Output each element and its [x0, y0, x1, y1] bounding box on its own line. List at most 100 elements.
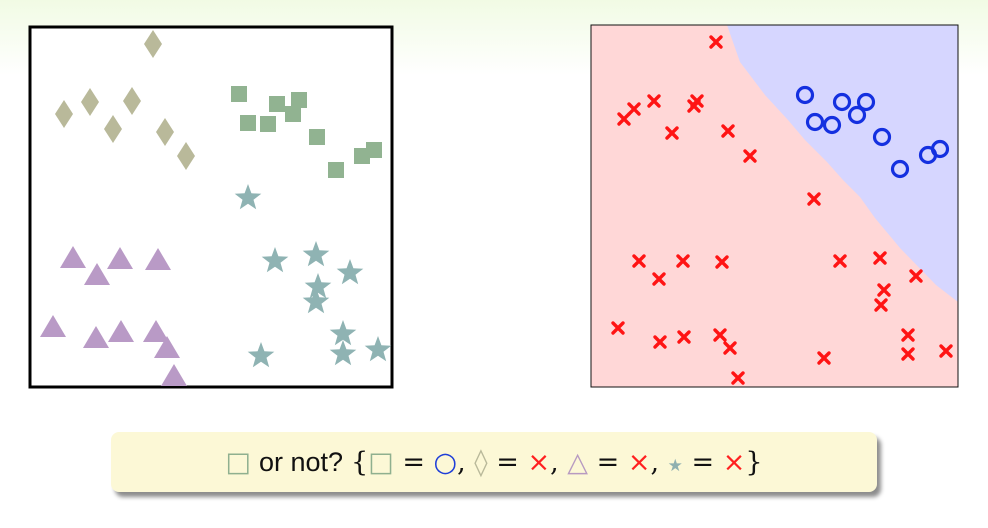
- square-point: [285, 106, 301, 122]
- cross-point: [723, 341, 737, 355]
- cross-symbol-3: ×: [722, 446, 746, 478]
- circle-symbol: ○: [433, 446, 458, 478]
- close-brace: }: [745, 446, 763, 478]
- triangle-point: [161, 364, 187, 386]
- square-point: [269, 96, 285, 112]
- star-point: [302, 288, 330, 314]
- star-point: [336, 259, 364, 285]
- diamond-point: [104, 115, 122, 143]
- cross-point: [731, 371, 745, 385]
- triangle-point: [154, 336, 180, 358]
- triangle-point: [60, 246, 86, 268]
- circle-point: [890, 159, 910, 179]
- star-point: [247, 342, 275, 368]
- cross-point: [901, 347, 915, 361]
- cross-point: [627, 102, 641, 116]
- star-point: [364, 336, 392, 362]
- left-plot-frame: [28, 25, 394, 389]
- equals-2: =: [496, 446, 519, 478]
- comma-3: ,: [650, 446, 660, 478]
- diamond-symbol: ◊: [474, 446, 488, 478]
- triangle-point: [108, 320, 134, 342]
- cross-point: [877, 283, 891, 297]
- star-point: [302, 241, 330, 267]
- right-classification-plot: [590, 24, 959, 388]
- cross-point: [713, 328, 727, 342]
- diamond-point: [177, 142, 195, 170]
- left-shape-scatter-plot: [28, 25, 394, 389]
- triangle-point: [40, 315, 66, 337]
- square-point: [291, 92, 307, 108]
- cross-point: [833, 254, 847, 268]
- cross-symbol-1: ×: [527, 446, 551, 478]
- cross-point: [715, 255, 729, 269]
- open-brace: {: [351, 446, 369, 478]
- star-point: [304, 273, 332, 299]
- square-symbol-in-rule: □: [368, 446, 394, 478]
- star-symbol: ★: [667, 455, 683, 476]
- circle-point: [795, 85, 815, 105]
- circle-point: [805, 112, 825, 132]
- cross-point: [617, 112, 631, 126]
- star-point: [261, 247, 289, 273]
- left-plot-points: [40, 30, 392, 386]
- cross-point: [652, 272, 666, 286]
- comma-2: ,: [550, 446, 559, 478]
- comma-1: ,: [457, 446, 466, 478]
- diamond-point: [144, 30, 162, 58]
- triangle-point: [145, 248, 171, 270]
- cross-point: [611, 321, 625, 335]
- star-point: [329, 320, 357, 346]
- cross-point: [709, 35, 723, 49]
- cross-point: [687, 99, 701, 113]
- circle-point: [872, 127, 892, 147]
- cross-point: [721, 124, 735, 138]
- cross-point: [807, 192, 821, 206]
- triangle-point: [107, 247, 133, 269]
- cross-point: [665, 126, 679, 140]
- cross-point: [873, 251, 887, 265]
- circle-point: [832, 92, 852, 112]
- label-assignment: {□ = ○, ◊ = ×, △ = ×, ★ = ×}: [351, 447, 763, 478]
- cross-point: [677, 330, 691, 344]
- circle-point: [930, 139, 950, 159]
- cross-point: [653, 335, 667, 349]
- square-point: [309, 129, 325, 145]
- square-symbol: □: [225, 446, 251, 478]
- cross-point: [874, 298, 888, 312]
- cross-point: [676, 254, 690, 268]
- circle-point: [856, 92, 876, 112]
- diamond-point: [123, 87, 141, 115]
- triangle-point: [83, 326, 109, 348]
- cross-point: [817, 351, 831, 365]
- equals-1: =: [402, 446, 425, 478]
- diamond-point: [55, 100, 73, 128]
- cross-point: [743, 149, 757, 163]
- triangle-point: [143, 320, 169, 342]
- square-point: [328, 162, 344, 178]
- cross-point: [647, 94, 661, 108]
- star-point: [329, 340, 357, 366]
- blue-decision-region: [727, 25, 958, 302]
- equals-3: =: [596, 446, 620, 478]
- circle-point: [847, 105, 867, 125]
- diamond-point: [81, 88, 99, 116]
- caption-box: □ or not? {□ = ○, ◊ = ×, △ = ×, ★ = ×}: [111, 432, 877, 492]
- triangle-symbol: △: [567, 446, 589, 478]
- cross-symbol-2: ×: [627, 446, 651, 478]
- cross-point: [909, 269, 923, 283]
- square-point: [240, 115, 256, 131]
- diamond-point: [156, 118, 174, 146]
- cross-point: [939, 344, 953, 358]
- right-plot-frame: [590, 24, 959, 388]
- star-point: [234, 184, 262, 210]
- circle-point: [822, 115, 842, 135]
- square-point: [366, 142, 382, 158]
- square-point: [231, 86, 247, 102]
- cross-point: [632, 254, 646, 268]
- right-plot-points: [611, 35, 953, 385]
- triangle-point: [84, 263, 110, 285]
- caption-lead-text: or not?: [258, 446, 344, 477]
- square-point: [260, 116, 276, 132]
- equals-4: =: [691, 446, 715, 478]
